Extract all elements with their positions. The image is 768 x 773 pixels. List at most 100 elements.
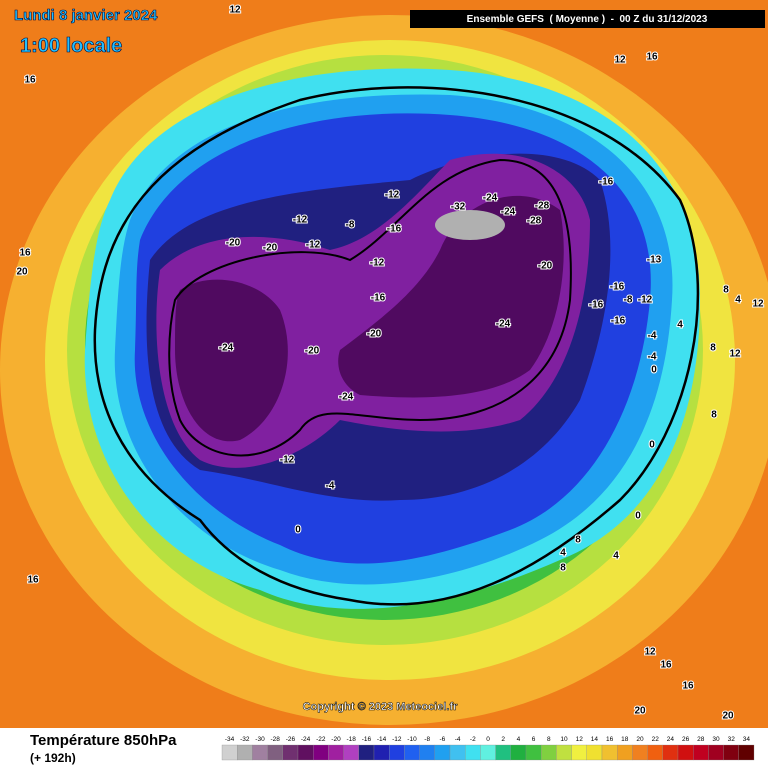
- legend-label: -22: [316, 736, 326, 743]
- contour-label: -28: [527, 216, 542, 227]
- time-label: 1:00 locale: [20, 35, 122, 57]
- legend-swatch: [632, 744, 648, 761]
- legend-swatch: [647, 744, 663, 761]
- legend-swatch: [343, 744, 359, 761]
- legend-swatch: [480, 744, 496, 761]
- legend-label: -2: [470, 736, 476, 743]
- legend-swatch: [723, 744, 739, 761]
- legend-swatch: [601, 744, 618, 761]
- contour-label: 16: [660, 660, 672, 671]
- contour-label: -16: [611, 316, 626, 327]
- contour-label: 4: [735, 295, 741, 306]
- contour-label: 8: [710, 343, 716, 354]
- legend-swatch: [510, 744, 527, 761]
- legend-swatch: [617, 744, 633, 761]
- copyright: Copyright © 2023 Meteociel.fr: [303, 701, 459, 713]
- contour-label: 16: [27, 575, 39, 586]
- contour-label: 8: [575, 535, 581, 546]
- legend-label: 14: [591, 736, 599, 743]
- contour-label: 4: [560, 548, 566, 559]
- legend-label: 30: [712, 736, 720, 743]
- contour-label: -12: [638, 295, 653, 306]
- contour-label: -28: [535, 201, 550, 212]
- legend-swatch: [662, 744, 679, 761]
- contour-label: 16: [24, 75, 36, 86]
- date-label: Lundi 8 janvier 2024: [14, 7, 158, 24]
- contour-label: 4: [613, 551, 619, 562]
- legend-swatch: [738, 744, 755, 761]
- run-label: Ensemble GEFS ( Moyenne ) - 00 Z du 31/1…: [467, 14, 708, 25]
- contour-label: 0: [635, 511, 641, 522]
- contour-label: -8: [624, 295, 633, 306]
- legend-label: -6: [440, 736, 446, 743]
- contour-label: -12: [293, 215, 308, 226]
- legend-label: 8: [547, 736, 551, 743]
- legend-label: 18: [621, 736, 629, 743]
- legend-swatch: [282, 744, 299, 761]
- contour-label: -12: [306, 240, 321, 251]
- legend-swatch: [404, 744, 420, 761]
- legend-swatch: [541, 744, 557, 761]
- contour-label: 20: [16, 267, 28, 278]
- run-box: [410, 10, 765, 28]
- legend-label: 6: [532, 736, 536, 743]
- legend-label: 4: [517, 736, 521, 743]
- legend-label: 0: [486, 736, 490, 743]
- legend-swatch: [586, 744, 603, 761]
- contour-label: -24: [496, 319, 511, 330]
- legend-label: 34: [743, 736, 751, 743]
- legend-swatch: [221, 744, 238, 761]
- contour-label: -12: [385, 190, 400, 201]
- contour-label: 0: [651, 365, 657, 376]
- legend-swatch: [465, 744, 481, 761]
- legend-label: -16: [362, 736, 372, 743]
- legend-swatch: [708, 744, 724, 761]
- contour-label: 16: [19, 248, 31, 259]
- contour-label: -4: [648, 331, 657, 342]
- legend-label: -28: [270, 736, 280, 743]
- legend-label: 28: [697, 736, 705, 743]
- contour-label: 0: [295, 525, 301, 536]
- footer-title: Température 850hPa: [30, 732, 177, 749]
- legend-label: -12: [392, 736, 402, 743]
- contour-label: 8: [560, 563, 566, 574]
- contour-label: 8: [711, 410, 717, 421]
- legend-swatch: [434, 744, 451, 761]
- legend-label: 2: [501, 736, 505, 743]
- contour-label: -24: [219, 343, 234, 354]
- contour-label: 16: [682, 681, 694, 692]
- contour-label: -13: [647, 255, 662, 266]
- legend-swatch: [328, 744, 344, 761]
- legend-label: -10: [407, 736, 417, 743]
- legend-swatch: [677, 744, 694, 761]
- legend-label: 26: [682, 736, 690, 743]
- contour-label: -20: [226, 238, 241, 249]
- contour-label: -24: [501, 207, 516, 218]
- legend-label: -14: [377, 736, 387, 743]
- contour-label: 20: [722, 711, 734, 722]
- legend-swatch: [267, 744, 283, 761]
- contour-label: 12: [644, 647, 656, 658]
- legend-label: 22: [652, 736, 660, 743]
- legend-swatch: [389, 744, 405, 761]
- legend-swatch: [556, 744, 572, 761]
- contour-label: -16: [371, 293, 386, 304]
- temperature-field: [0, 0, 768, 728]
- contour-label: -8: [346, 220, 355, 231]
- legend-label: -4: [455, 736, 461, 743]
- contour-label: -20: [538, 261, 553, 272]
- contour-label: -4: [648, 352, 657, 363]
- legend-label: 12: [576, 736, 584, 743]
- legend-swatch: [525, 744, 542, 761]
- legend-swatch: [313, 744, 329, 761]
- color-legend: -34 -32 -30 -28 -26 -24 -22 -20 -18 -16 -14 -12 -10-…: [221, 736, 755, 761]
- legend-label: 16: [606, 736, 614, 743]
- legend-label: 10: [560, 736, 568, 743]
- legend-label: -18: [346, 736, 356, 743]
- contour-label: -12: [280, 455, 295, 466]
- legend-label: -26: [286, 736, 296, 743]
- legend-swatch: [252, 744, 268, 761]
